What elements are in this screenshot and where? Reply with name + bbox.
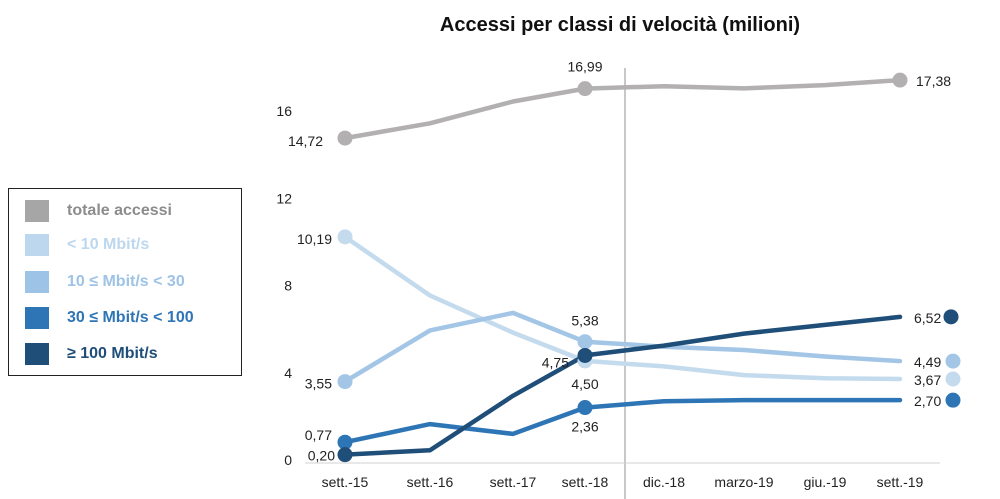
legend-swatch <box>25 307 49 329</box>
data-label: 3,67 <box>914 372 941 388</box>
series-lines <box>342 77 903 457</box>
legend-label: 10 ≤ Mbit/s < 30 <box>67 273 185 290</box>
data-point <box>577 400 593 416</box>
y-tick-label: 0 <box>284 452 292 468</box>
series-markers <box>337 72 961 463</box>
data-label: 4,75 <box>542 354 569 370</box>
data-point <box>577 334 593 350</box>
series-line <box>342 314 903 457</box>
x-tick-label: sett.-15 <box>322 474 369 490</box>
end-marker <box>945 353 961 369</box>
data-point <box>892 72 908 88</box>
x-tick-label: dic.-18 <box>643 474 685 490</box>
series-line <box>342 397 903 445</box>
x-tick-label: sett.-17 <box>490 474 537 490</box>
data-point <box>577 347 593 363</box>
x-tick-label: marzo-19 <box>714 474 773 490</box>
legend-item: ≥ 100 Mbit/s <box>25 340 158 368</box>
legend-swatch <box>25 234 49 256</box>
legend-item: totale accessi <box>25 197 172 225</box>
data-label: 0,20 <box>308 448 335 464</box>
x-tick-label: sett.-18 <box>562 474 609 490</box>
data-point <box>337 374 353 390</box>
y-tick-label: 4 <box>284 365 292 381</box>
data-label: 2,36 <box>571 419 598 435</box>
x-tick-label: giu.-19 <box>804 474 847 490</box>
series-line <box>342 77 903 141</box>
data-point <box>577 81 593 97</box>
legend-swatch <box>25 271 49 293</box>
data-label: 2,70 <box>914 393 941 409</box>
data-label: 6,52 <box>914 310 941 326</box>
data-label: 0,77 <box>305 427 332 443</box>
legend-item: 30 ≤ Mbit/s < 100 <box>25 304 194 332</box>
legend-label: totale accessi <box>67 202 172 219</box>
chart-axes: 0 4 8 12 16 sett.-15 sett.-16 sett.-17 sett.-18 d… <box>276 68 940 499</box>
data-point <box>337 229 353 245</box>
data-point <box>337 434 353 450</box>
data-label: 16,99 <box>567 59 602 75</box>
data-labels: 14,72 16,99 17,38 10,19 4,50 3,67 3,55 5,38 4,49… <box>288 59 951 464</box>
x-tick-label: sett.-19 <box>877 474 924 490</box>
data-label: 4,49 <box>914 354 941 370</box>
data-label: 5,38 <box>571 313 598 329</box>
data-label: 4,50 <box>571 376 598 392</box>
data-label: 10,19 <box>297 231 332 247</box>
legend-label: 30 ≤ Mbit/s < 100 <box>67 309 194 326</box>
data-point <box>337 130 353 146</box>
legend-swatch <box>25 200 49 222</box>
y-tick-label: 16 <box>276 103 292 119</box>
legend: totale accessi < 10 Mbit/s 10 ≤ Mbit/s < 3… <box>8 188 242 376</box>
end-marker <box>945 392 961 408</box>
data-label: 14,72 <box>288 133 323 149</box>
legend-label: ≥ 100 Mbit/s <box>67 345 158 362</box>
end-marker <box>945 371 961 387</box>
legend-label: < 10 Mbit/s <box>67 236 150 253</box>
end-marker <box>943 309 959 325</box>
series-line <box>342 234 903 382</box>
data-label: 3,55 <box>305 376 332 392</box>
legend-swatch <box>25 343 49 365</box>
legend-item: < 10 Mbit/s <box>25 231 149 259</box>
y-tick-label: 8 <box>284 278 292 294</box>
chart-title: Accessi per classi di velocità (milioni) <box>439 14 801 36</box>
data-point <box>337 447 353 463</box>
y-tick-label: 12 <box>276 190 292 206</box>
series-line <box>342 310 903 384</box>
data-label: 17,38 <box>916 73 951 89</box>
legend-item: 10 ≤ Mbit/s < 30 <box>25 268 185 296</box>
x-tick-label: sett.-16 <box>407 474 454 490</box>
